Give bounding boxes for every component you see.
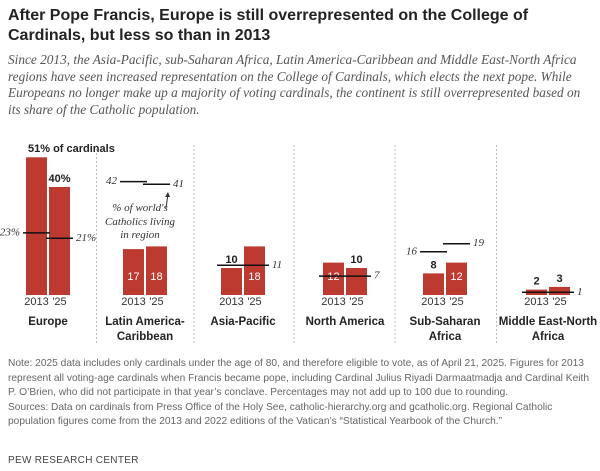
bar bbox=[221, 268, 242, 295]
share-label: 11 bbox=[272, 259, 282, 271]
bar bbox=[26, 157, 47, 295]
x-tick-label: '25 bbox=[449, 296, 463, 308]
value-label: 8 bbox=[430, 259, 436, 271]
bar bbox=[244, 246, 265, 295]
notes: Note: 2025 data includes only cardinals … bbox=[8, 357, 596, 430]
bar bbox=[549, 286, 570, 295]
share-label: 42 bbox=[106, 175, 118, 187]
x-tick-label: 2013 bbox=[421, 296, 445, 308]
region-label: Sub-Saharan Africa bbox=[409, 316, 481, 343]
region-label: Asia-Pacific bbox=[210, 316, 276, 328]
share-label: 7 bbox=[374, 270, 380, 282]
chart-title: After Pope Francis, Europe is still over… bbox=[8, 7, 529, 44]
source: Sources: Data on cardinals from Press Of… bbox=[8, 401, 553, 428]
x-tick-label: '25 bbox=[349, 296, 363, 308]
annotation: % of world's Catholics living in region bbox=[105, 202, 175, 241]
share-label: 19 bbox=[473, 237, 485, 249]
x-tick-label: '25 bbox=[149, 296, 163, 308]
value-label: 12 bbox=[450, 271, 462, 283]
value-label: 40% bbox=[48, 173, 70, 185]
value-label: 12 bbox=[327, 271, 339, 283]
x-tick-label: 2013 bbox=[121, 296, 145, 308]
value-label: 10 bbox=[350, 254, 362, 266]
region-label: Europe bbox=[28, 316, 68, 328]
x-tick-label: '25 bbox=[552, 296, 566, 308]
x-tick-label: 2013 bbox=[24, 296, 48, 308]
value-label: 18 bbox=[248, 271, 260, 283]
value-label: 10 bbox=[225, 254, 237, 266]
value-label: 2 bbox=[533, 276, 539, 288]
note: Note: 2025 data includes only cardinals … bbox=[8, 358, 589, 398]
share-label: 1 bbox=[577, 286, 583, 298]
source-org: PEW RESEARCH CENTER bbox=[8, 455, 139, 466]
value-label: 3 bbox=[556, 273, 562, 285]
value-label: 18 bbox=[150, 271, 162, 283]
bar bbox=[49, 187, 70, 295]
region-label: Latin America-Caribbean bbox=[105, 316, 185, 343]
x-tick-label: '25 bbox=[52, 296, 66, 308]
share-label: 21% bbox=[76, 232, 96, 244]
x-tick-label: 2013 bbox=[321, 296, 345, 308]
bar bbox=[423, 273, 444, 295]
value-label: 51% of cardinals bbox=[28, 143, 115, 155]
share-label: 16 bbox=[406, 245, 418, 257]
x-tick-label: 2013 bbox=[219, 296, 243, 308]
annotation-arrowhead bbox=[165, 192, 170, 197]
x-tick-label: 2013 bbox=[524, 296, 548, 308]
bar bbox=[446, 262, 467, 295]
region-label: North America bbox=[305, 316, 385, 328]
bar bbox=[146, 246, 167, 295]
bar bbox=[123, 249, 144, 295]
bar bbox=[346, 268, 367, 295]
region-label: Middle East-North Africa bbox=[498, 316, 598, 343]
share-label: 23% bbox=[0, 226, 20, 238]
share-label: 41 bbox=[173, 178, 184, 190]
x-tick-label: '25 bbox=[247, 296, 261, 308]
bar bbox=[323, 262, 344, 295]
chart-subtitle: Since 2013, the Asia-Pacific, sub-Sahara… bbox=[8, 52, 581, 117]
value-label: 17 bbox=[127, 271, 139, 283]
